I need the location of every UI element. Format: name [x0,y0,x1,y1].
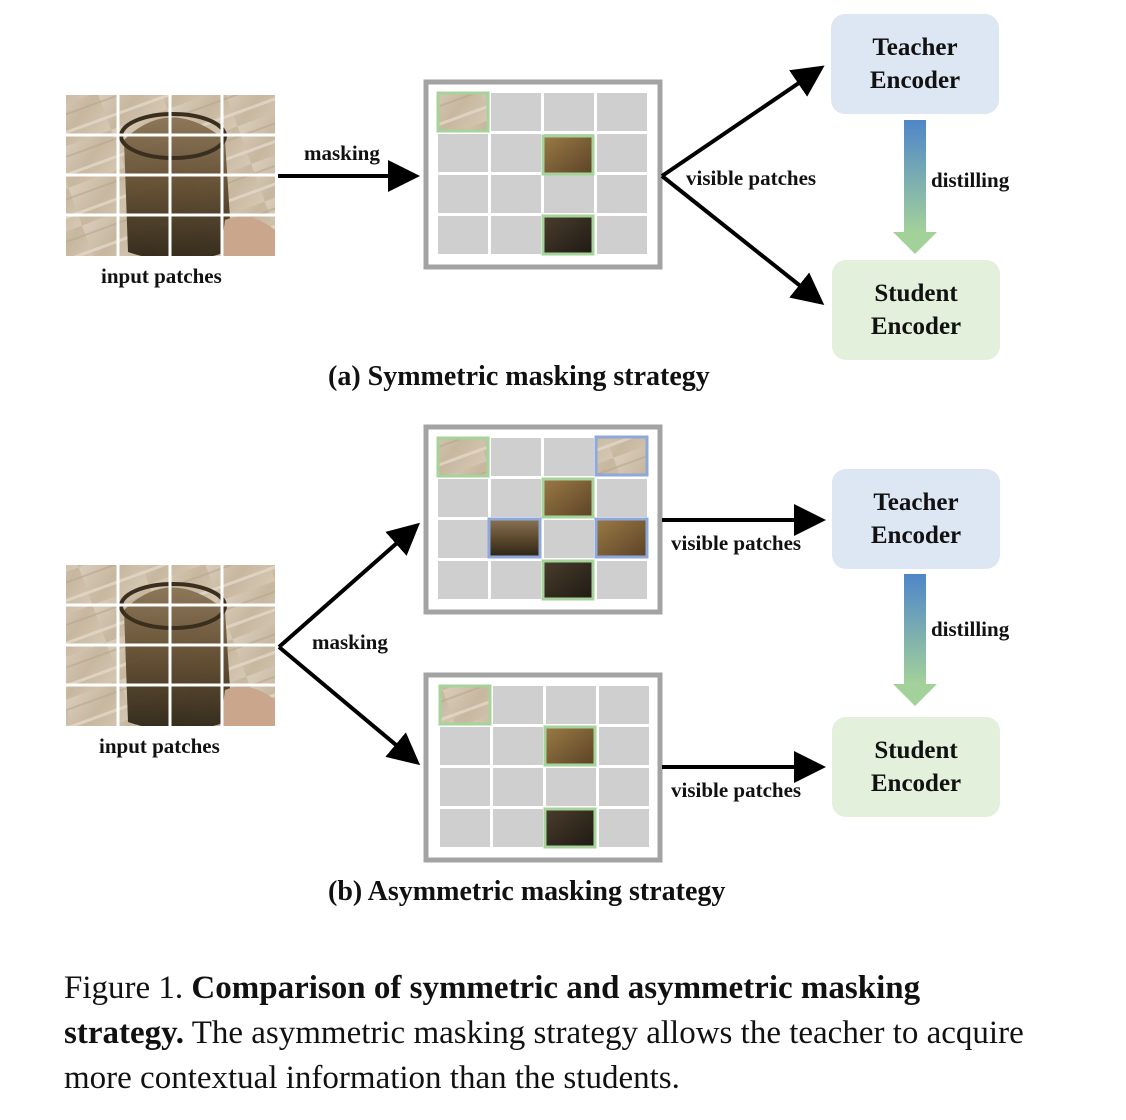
input-image-a [66,95,275,256]
visible-patch [436,436,490,478]
figure-caption: Figure 1. Comparison of symmetric and as… [64,966,1044,1101]
teacher-encoder-label-line2: Encoder [869,67,961,94]
masked-grid-b-student [423,672,663,863]
visible-patch [541,559,595,601]
teacher-encoder-b: Teacher Encoder [832,469,1000,569]
visible-patch-extra [487,517,542,559]
arrow-to-teacher-a [660,65,825,178]
masking-arrow-b-bottom [277,645,421,766]
visible-patch [543,725,597,767]
diagram-canvas [66,65,937,863]
teacher-encoder-label-line1: Teacher [872,34,958,61]
teacher-encoder-label-line2: Encoder [870,522,962,549]
visible-patches-label-a: visible patches [686,166,817,190]
distill-arrow-a [893,120,937,254]
caption-body: The asymmetric masking strategy allows t… [64,1015,1024,1096]
student-encoder-a: Student Encoder [832,260,1000,360]
arrow-to-student-a [660,174,825,305]
teacher-encoder-a: Teacher Encoder [831,14,999,114]
masking-arrow-b-top [277,522,421,649]
input-patches-label-a: input patches [101,264,222,288]
distilling-label-b: distilling [931,617,1010,641]
student-encoder-b: Student Encoder [832,717,1000,817]
masking-label-a: masking [304,141,380,165]
visible-patch [543,807,597,849]
student-encoder-label-line2: Encoder [870,313,962,340]
visible-patches-label-b-bottom: visible patches [671,778,802,802]
visible-patch [541,214,595,256]
subcaption-b: (b) Asymmetric masking strategy [328,876,726,907]
masked-grid-b-teacher [423,424,663,615]
visible-patch [541,134,595,176]
student-encoder-label-line2: Encoder [870,770,962,797]
distilling-label-a: distilling [931,168,1010,192]
visible-patch [541,477,595,519]
visible-patch [436,91,490,133]
teacher-encoder-label-line1: Teacher [873,489,959,516]
input-image-b [66,565,275,726]
visible-patch-extra [594,517,649,559]
visible-patch-extra [594,435,649,477]
masked-grid-a [423,79,663,270]
student-encoder-label-line1: Student [874,280,958,307]
input-patches-label-b: input patches [99,734,220,758]
distill-arrow-b [893,574,937,706]
masking-label-b: masking [312,630,388,654]
visible-patch [438,684,492,726]
caption-bold: Comparison of symmetric and asymmetric m… [64,970,921,1051]
caption-prefix: Figure 1. [64,970,192,1006]
visible-patches-label-b-top: visible patches [671,531,802,555]
subcaption-a: (a) Symmetric masking strategy [328,361,710,392]
student-encoder-label-line1: Student [874,737,958,764]
